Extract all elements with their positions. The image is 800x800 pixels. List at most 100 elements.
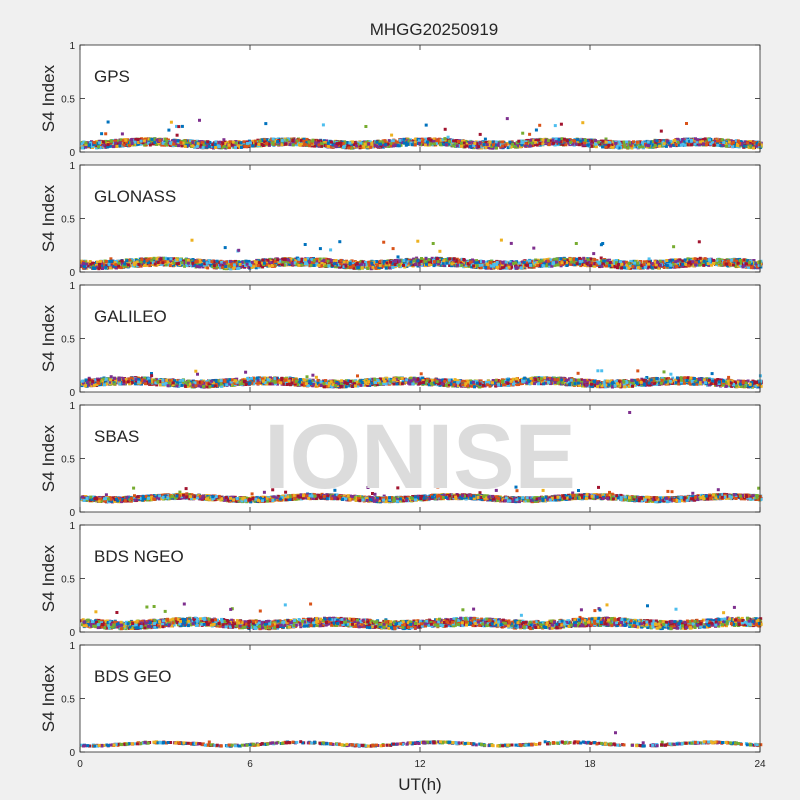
data-point	[562, 137, 566, 141]
data-point	[147, 137, 151, 141]
data-point	[755, 144, 759, 148]
data-point	[468, 145, 472, 148]
data-point	[132, 138, 136, 142]
data-point	[318, 247, 322, 251]
data-point	[307, 143, 311, 147]
data-point	[375, 140, 379, 144]
data-point	[537, 138, 541, 142]
data-point	[227, 143, 231, 147]
data-point	[280, 143, 284, 147]
data-point	[208, 141, 212, 144]
data-point	[143, 142, 147, 146]
data-point	[437, 137, 441, 141]
data-point	[359, 141, 363, 145]
data-point	[653, 143, 657, 147]
data-point	[459, 144, 463, 148]
data-point	[227, 146, 231, 150]
data-point	[685, 122, 688, 125]
data-point	[695, 140, 699, 144]
data-point	[577, 143, 581, 147]
data-point	[709, 142, 713, 146]
data-point	[625, 140, 629, 144]
data-point	[487, 144, 491, 147]
data-point	[312, 257, 316, 260]
data-point	[446, 135, 450, 139]
data-point	[329, 145, 333, 149]
data-point	[125, 140, 128, 144]
data-point	[731, 141, 735, 144]
data-point	[540, 142, 544, 146]
data-point	[106, 120, 110, 124]
data-point	[80, 142, 84, 146]
data-point	[617, 140, 621, 144]
data-point	[139, 139, 143, 143]
data-point	[202, 143, 206, 147]
data-point	[651, 143, 655, 147]
data-point	[517, 139, 521, 143]
data-point	[310, 141, 314, 145]
data-point	[376, 145, 380, 149]
data-point	[705, 143, 708, 147]
data-point	[429, 138, 433, 142]
data-point	[493, 143, 497, 147]
data-point	[521, 131, 525, 135]
data-point	[586, 139, 590, 143]
data-point	[597, 140, 601, 144]
data-point	[535, 143, 539, 147]
data-point	[496, 143, 500, 147]
plot-area	[80, 165, 760, 272]
data-point	[402, 137, 406, 141]
data-point	[465, 142, 469, 146]
data-point	[742, 144, 746, 148]
data-point	[326, 145, 330, 148]
data-point	[98, 141, 102, 145]
data-point	[506, 146, 510, 150]
data-point	[484, 141, 488, 145]
data-point	[604, 137, 608, 141]
data-point	[93, 141, 97, 145]
data-point	[439, 142, 442, 146]
data-point	[133, 140, 137, 144]
data-point	[348, 141, 352, 145]
data-point	[274, 142, 278, 146]
data-point	[133, 264, 137, 268]
data-point	[128, 141, 132, 145]
data-point	[350, 146, 353, 150]
data-point	[456, 140, 460, 143]
data-point	[610, 143, 614, 147]
data-point	[438, 249, 442, 253]
data-point	[623, 145, 627, 149]
data-point	[504, 143, 508, 147]
data-point	[701, 138, 705, 142]
data-point	[751, 141, 755, 145]
data-point	[534, 138, 538, 142]
data-point	[239, 141, 243, 145]
data-point	[686, 143, 690, 147]
data-point	[654, 141, 658, 145]
data-point	[398, 138, 402, 142]
data-point	[627, 141, 631, 145]
data-point	[80, 146, 84, 150]
data-point	[574, 142, 578, 146]
data-point	[681, 139, 685, 143]
data-point	[362, 144, 366, 148]
data-point	[638, 145, 642, 149]
data-point	[119, 143, 123, 147]
data-point	[177, 125, 181, 129]
data-point	[594, 139, 597, 143]
data-point	[478, 141, 482, 145]
data-point	[393, 143, 397, 147]
data-point	[505, 117, 509, 121]
data-point	[356, 142, 360, 146]
data-point	[339, 141, 343, 145]
data-point	[124, 138, 128, 142]
data-point	[752, 146, 755, 150]
data-point	[355, 144, 358, 148]
data-point	[195, 144, 199, 148]
data-point	[84, 145, 88, 149]
data-point	[520, 143, 524, 147]
data-point	[447, 139, 451, 143]
data-point	[674, 140, 678, 144]
data-point	[132, 143, 136, 147]
data-point	[712, 143, 716, 147]
